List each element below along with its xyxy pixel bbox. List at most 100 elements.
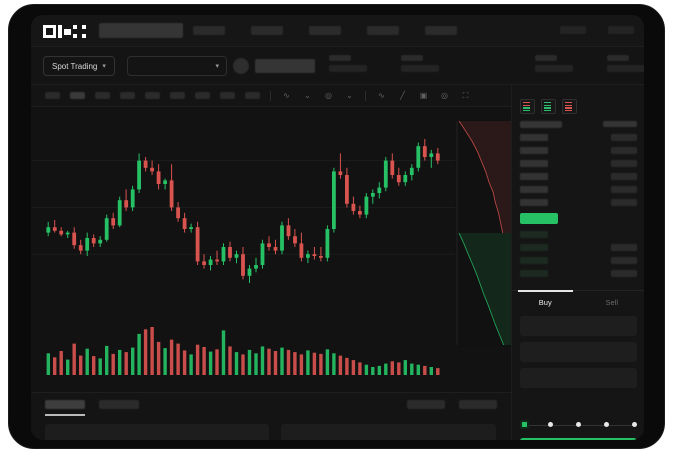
tab-buy-label: Buy	[538, 298, 552, 307]
timeframe-button-6[interactable]	[170, 92, 185, 99]
submit-order-button[interactable]	[520, 438, 637, 440]
stat-value	[329, 65, 367, 72]
orders-panel	[31, 392, 511, 440]
market-stat	[401, 55, 439, 72]
chevron-down-icon: ▾	[102, 62, 106, 70]
volume-chart	[46, 327, 440, 375]
chart-toolbar: ∿ ⌄ ◎ ⌄ ∿ ╱ ▣ ◎ ⛶	[31, 85, 511, 107]
orderbook-bid-amount	[611, 244, 637, 251]
depth-view-bids-icon[interactable]	[541, 99, 556, 114]
orderbook-bid-row[interactable]	[520, 231, 548, 238]
fullscreen-icon[interactable]: ⛶	[462, 90, 469, 100]
timeframe-button-5[interactable]	[145, 92, 160, 99]
pair-select[interactable]: ▾	[127, 56, 227, 76]
tab-sell[interactable]: Sell	[579, 291, 645, 314]
orders-tab-1[interactable]	[45, 400, 85, 409]
orderbook-ask-amount	[611, 199, 637, 206]
timeframe-button-3[interactable]	[95, 92, 110, 99]
orderbook-bid-row[interactable]	[520, 257, 548, 264]
orderbook[interactable]	[512, 121, 644, 288]
tab-buy[interactable]: Buy	[512, 290, 579, 314]
trading-mode-select[interactable]: Spot Trading ▾	[43, 56, 115, 76]
header-action-1[interactable]	[560, 26, 586, 34]
timeframe-button-2[interactable]	[70, 92, 85, 99]
line-chart-icon[interactable]: ∿	[378, 90, 385, 100]
orderbook-bid-row[interactable]	[520, 244, 548, 251]
app-header	[31, 15, 644, 47]
orderbook-spread-price	[520, 213, 558, 224]
nav-item-5[interactable]	[425, 26, 457, 35]
stat-value	[535, 65, 573, 72]
market-stat	[329, 55, 367, 72]
depth-view-both-icon[interactable]	[520, 99, 535, 114]
orderbook-ask-row[interactable]	[520, 199, 548, 206]
orderbook-ask-row[interactable]	[520, 147, 548, 154]
orderbook-ask-row[interactable]	[520, 134, 548, 141]
orderbook-bid-amount	[611, 257, 637, 264]
timeframe-button-7[interactable]	[195, 92, 210, 99]
candlestick-chart[interactable]	[31, 107, 511, 315]
orders-empty-row	[281, 424, 496, 440]
timeframe-button-1[interactable]	[45, 92, 60, 99]
market-bar: Spot Trading ▾ ▾	[31, 47, 644, 85]
market-stat	[607, 55, 644, 72]
settings-icon[interactable]: ◎	[441, 90, 448, 100]
total-field[interactable]	[520, 368, 637, 388]
logo-letter-x	[73, 25, 86, 38]
stat-value	[607, 65, 644, 72]
toolbar-divider	[270, 90, 271, 101]
market-stat	[535, 55, 573, 72]
app-screen: Spot Trading ▾ ▾	[31, 15, 644, 440]
chevron-down-icon[interactable]: ⌄	[346, 90, 353, 100]
depth-view-asks-icon[interactable]	[562, 99, 577, 114]
slider-node-75[interactable]	[604, 422, 609, 427]
chevron-down-icon: ▾	[215, 62, 219, 70]
orderbook-column-header-price	[520, 121, 562, 128]
compare-icon[interactable]: ⌄	[304, 90, 311, 100]
orderbook-ask-row[interactable]	[520, 160, 548, 167]
camera-icon[interactable]: ▣	[419, 90, 428, 100]
market-stats	[329, 55, 644, 72]
nav-item-4[interactable]	[367, 26, 399, 35]
header-nav	[193, 26, 457, 35]
orderbook-ask-amount	[611, 147, 637, 154]
orderbook-column-header-amount	[603, 121, 637, 127]
okx-logo[interactable]	[43, 25, 87, 38]
orders-tab-2[interactable]	[99, 400, 139, 409]
nav-item-2[interactable]	[251, 26, 283, 35]
trading-mode-label: Spot Trading	[52, 61, 98, 71]
search-input[interactable]	[99, 23, 183, 38]
nav-item-1[interactable]	[193, 26, 225, 35]
trade-side-tabs: Buy Sell	[512, 290, 644, 314]
chart-panel[interactable]	[31, 107, 511, 392]
nav-item-3[interactable]	[309, 26, 341, 35]
logo-letter-o	[43, 25, 56, 38]
stat-label	[607, 55, 629, 61]
pair-avatar-icon	[233, 58, 249, 74]
slider-node-0[interactable]	[520, 420, 529, 429]
timeframe-button-8[interactable]	[220, 92, 235, 99]
amount-field[interactable]	[520, 342, 637, 362]
percent-slider[interactable]	[520, 420, 637, 430]
orders-action-1[interactable]	[407, 400, 445, 409]
orderbook-ask-amount	[611, 134, 637, 141]
orderbook-ask-row[interactable]	[520, 173, 548, 180]
orderbook-ask-amount	[611, 160, 637, 167]
slider-node-25[interactable]	[548, 422, 553, 427]
timeframe-button-4[interactable]	[120, 92, 135, 99]
orders-actions	[407, 400, 497, 409]
orderbook-ask-row[interactable]	[520, 186, 548, 193]
right-column: Buy Sell	[511, 85, 644, 440]
orders-tabs	[45, 400, 139, 409]
orders-action-2[interactable]	[459, 400, 497, 409]
slider-node-100[interactable]	[632, 422, 637, 427]
header-action-2[interactable]	[608, 26, 634, 34]
orderbook-bid-row[interactable]	[520, 270, 548, 277]
indicator-icon[interactable]: ∿	[283, 90, 290, 100]
price-field[interactable]	[520, 316, 637, 336]
timeframe-button-9[interactable]	[245, 92, 260, 99]
slider-node-50[interactable]	[576, 422, 581, 427]
depth-view-toggles	[520, 99, 577, 114]
alert-icon[interactable]: ◎	[325, 90, 332, 100]
drawing-ruler-icon[interactable]: ╱	[400, 90, 405, 100]
